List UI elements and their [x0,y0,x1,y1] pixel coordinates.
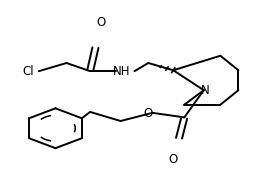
Text: O: O [144,107,153,120]
Text: O: O [169,153,178,166]
Text: NH: NH [113,65,131,78]
Text: Cl: Cl [22,65,34,78]
Text: N: N [201,84,209,97]
Text: O: O [97,16,106,29]
